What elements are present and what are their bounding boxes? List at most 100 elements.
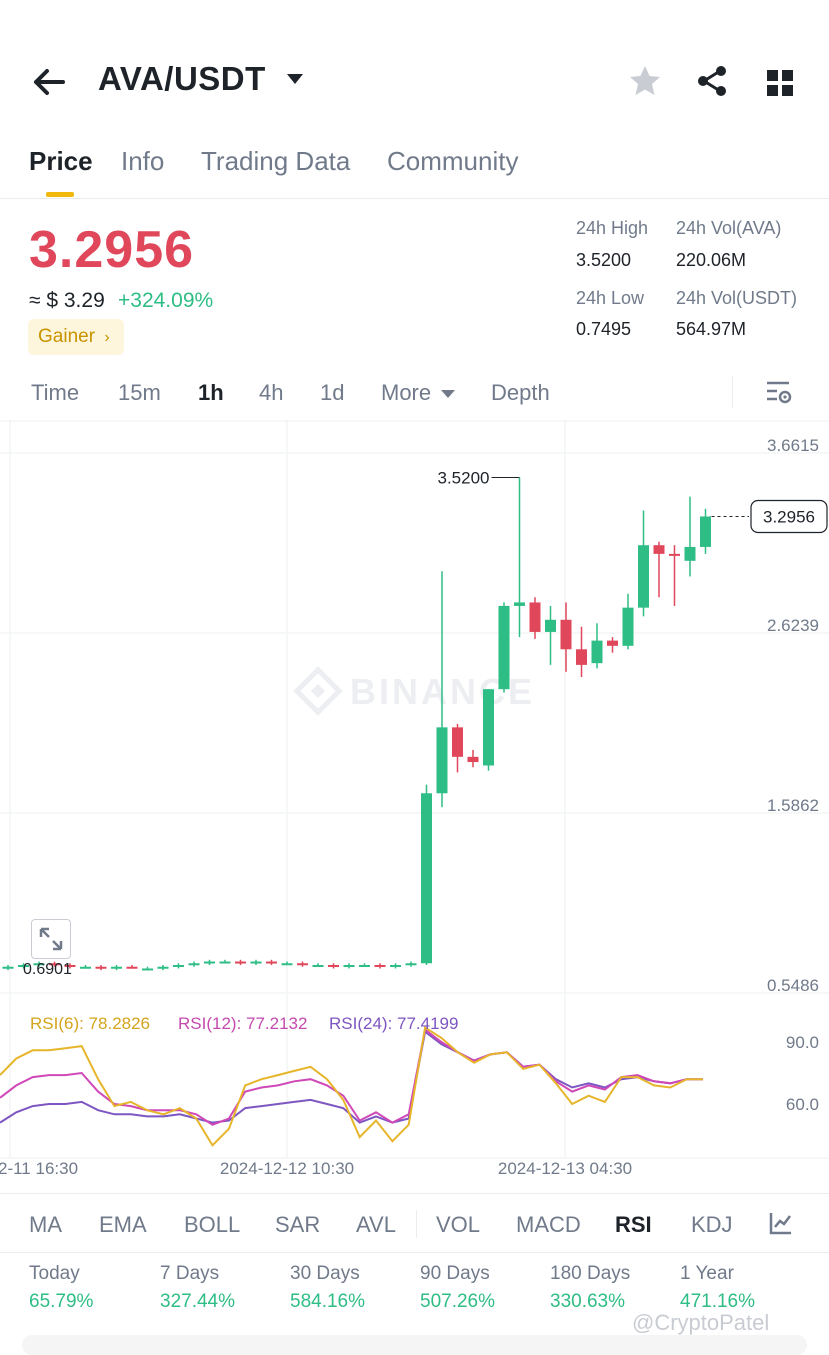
x-tick-label: 2-11 16:30 bbox=[0, 1159, 78, 1178]
candle-body bbox=[250, 961, 262, 964]
candle-body bbox=[669, 553, 680, 556]
rsi6-label: RSI(6): 78.2826 bbox=[30, 1014, 151, 1033]
candle-body bbox=[80, 966, 91, 969]
indicator-ma[interactable]: MA bbox=[29, 1212, 62, 1237]
candle-body bbox=[390, 965, 401, 968]
indicator-divider bbox=[416, 1210, 417, 1238]
timeframe-depth[interactable]: Depth bbox=[491, 380, 550, 405]
indicator-avl[interactable]: AVL bbox=[356, 1212, 396, 1237]
timeframe-1d[interactable]: 1d bbox=[320, 380, 345, 405]
candle-body bbox=[95, 966, 107, 969]
candle-body bbox=[2, 966, 14, 969]
candle-body bbox=[576, 649, 587, 665]
candle-body bbox=[126, 966, 138, 969]
grid-icon[interactable] bbox=[765, 68, 795, 98]
y-tick-label: 2.6239 bbox=[767, 616, 819, 635]
rsi24-label: RSI(24): 77.4199 bbox=[329, 1014, 459, 1033]
candle-body bbox=[421, 793, 432, 964]
candles bbox=[2, 477, 711, 971]
indicator-settings-icon[interactable] bbox=[768, 1210, 794, 1236]
perf-value-30d: 584.16% bbox=[290, 1291, 366, 1312]
usd-approx: ≈ $ 3.29 bbox=[29, 289, 105, 312]
perf-label-7d: 7 Days bbox=[160, 1263, 220, 1284]
max-price-label: 3.5200 bbox=[438, 469, 490, 488]
candle-body bbox=[343, 965, 355, 968]
candle-body bbox=[188, 963, 200, 966]
perf-label-30d: 30 Days bbox=[290, 1263, 360, 1284]
perf-value-1y: 471.16% bbox=[680, 1291, 756, 1312]
perf-value-7d: 327.44% bbox=[160, 1291, 236, 1312]
indicator-vol[interactable]: VOL bbox=[436, 1212, 481, 1237]
gainer-badge[interactable]: Gainer › bbox=[28, 319, 124, 355]
indicator-macd[interactable]: MACD bbox=[516, 1212, 581, 1237]
bottom-sheet-edge bbox=[22, 1335, 807, 1355]
stat-vol-usdt-value: 564.97M bbox=[676, 319, 747, 339]
candle-body bbox=[529, 602, 541, 632]
chart-gridlines bbox=[0, 420, 829, 1159]
timeframe-15m[interactable]: 15m bbox=[118, 380, 161, 405]
candle-body bbox=[374, 965, 386, 968]
rsi6-line bbox=[0, 1025, 703, 1147]
y-tick-label: 1.5862 bbox=[767, 796, 819, 815]
timeframe-4h[interactable]: 4h bbox=[259, 380, 284, 405]
candle-body bbox=[436, 727, 448, 794]
indicator-kdj[interactable]: KDJ bbox=[691, 1212, 731, 1237]
stat-vol-usdt-label: 24h Vol(USDT) bbox=[676, 288, 798, 308]
chart-annotations: 3.5200 0.6901 3.2956 bbox=[23, 469, 828, 978]
rsi-level-label: 90.0 bbox=[786, 1033, 819, 1052]
stat-vol-ava-value: 220.06M bbox=[676, 250, 747, 270]
y-axis-ticks: 3.6615 2.6239 1.5862 0.5486 bbox=[767, 436, 819, 995]
tab-community[interactable]: Community bbox=[387, 146, 519, 176]
y-tick-label: 0.5486 bbox=[767, 976, 819, 995]
candle-body bbox=[467, 756, 479, 763]
indicator-sar[interactable]: SAR bbox=[275, 1212, 321, 1237]
star-icon[interactable] bbox=[628, 64, 662, 98]
header: AVA/USDT bbox=[0, 0, 829, 130]
timeframe-1h[interactable]: 1h bbox=[198, 380, 224, 405]
candle-body bbox=[297, 963, 308, 966]
pair-title[interactable]: AVA/USDT bbox=[98, 60, 266, 97]
rsi-level-label: 60.0 bbox=[786, 1095, 819, 1114]
x-axis-ticks: 2-11 16:30 2024-12-12 10:30 2024-12-13 04:… bbox=[0, 1159, 632, 1178]
candle-body bbox=[235, 961, 246, 964]
tab-price[interactable]: Price bbox=[29, 146, 93, 176]
candle-body bbox=[49, 963, 60, 966]
stat-low-label: 24h Low bbox=[576, 288, 645, 308]
divider bbox=[732, 376, 733, 408]
last-price: 3.2956 bbox=[29, 221, 195, 279]
candle-body bbox=[545, 619, 556, 632]
candle-body bbox=[18, 965, 29, 968]
candle-body bbox=[498, 605, 510, 690]
rsi12-line bbox=[0, 1027, 703, 1126]
rsi12-label: RSI(12): 77.2132 bbox=[178, 1014, 308, 1033]
min-price-label: 0.6901 bbox=[23, 961, 72, 978]
indicator-rsi[interactable]: RSI bbox=[615, 1212, 652, 1237]
rsi24-line bbox=[0, 1029, 703, 1124]
perf-value-180d: 330.63% bbox=[550, 1291, 626, 1312]
gainer-badge-label: Gainer bbox=[38, 326, 96, 347]
tab-info[interactable]: Info bbox=[121, 146, 165, 176]
timeframe-time[interactable]: Time bbox=[31, 380, 80, 405]
tab-trading-data[interactable]: Trading Data bbox=[201, 146, 351, 176]
perf-label-90d: 90 Days bbox=[420, 1263, 490, 1284]
candle-body bbox=[483, 689, 494, 766]
caret-down-icon bbox=[441, 390, 456, 399]
indicator-ema[interactable]: EMA bbox=[99, 1212, 147, 1237]
candle-body bbox=[328, 965, 339, 968]
chart-settings-icon[interactable] bbox=[764, 378, 794, 408]
perf-label-today: Today bbox=[29, 1263, 80, 1284]
expand-icon[interactable] bbox=[31, 919, 71, 959]
candle-body bbox=[514, 602, 525, 606]
candle-body bbox=[281, 963, 293, 966]
dropdown-caret-icon[interactable] bbox=[287, 74, 303, 84]
candle-body bbox=[607, 640, 618, 646]
creator-watermark: @CryptoPatel bbox=[632, 1310, 770, 1335]
chevron-right-icon: › bbox=[104, 329, 110, 346]
share-icon[interactable] bbox=[695, 64, 729, 98]
timeframe-more-label: More bbox=[381, 380, 432, 405]
back-arrow-icon[interactable] bbox=[32, 64, 66, 100]
indicator-bar: MA EMA BOLL SAR AVL VOL MACD RSI KDJ bbox=[0, 1193, 829, 1253]
timeframe-more[interactable]: More bbox=[381, 380, 456, 406]
indicator-boll[interactable]: BOLL bbox=[184, 1212, 241, 1237]
